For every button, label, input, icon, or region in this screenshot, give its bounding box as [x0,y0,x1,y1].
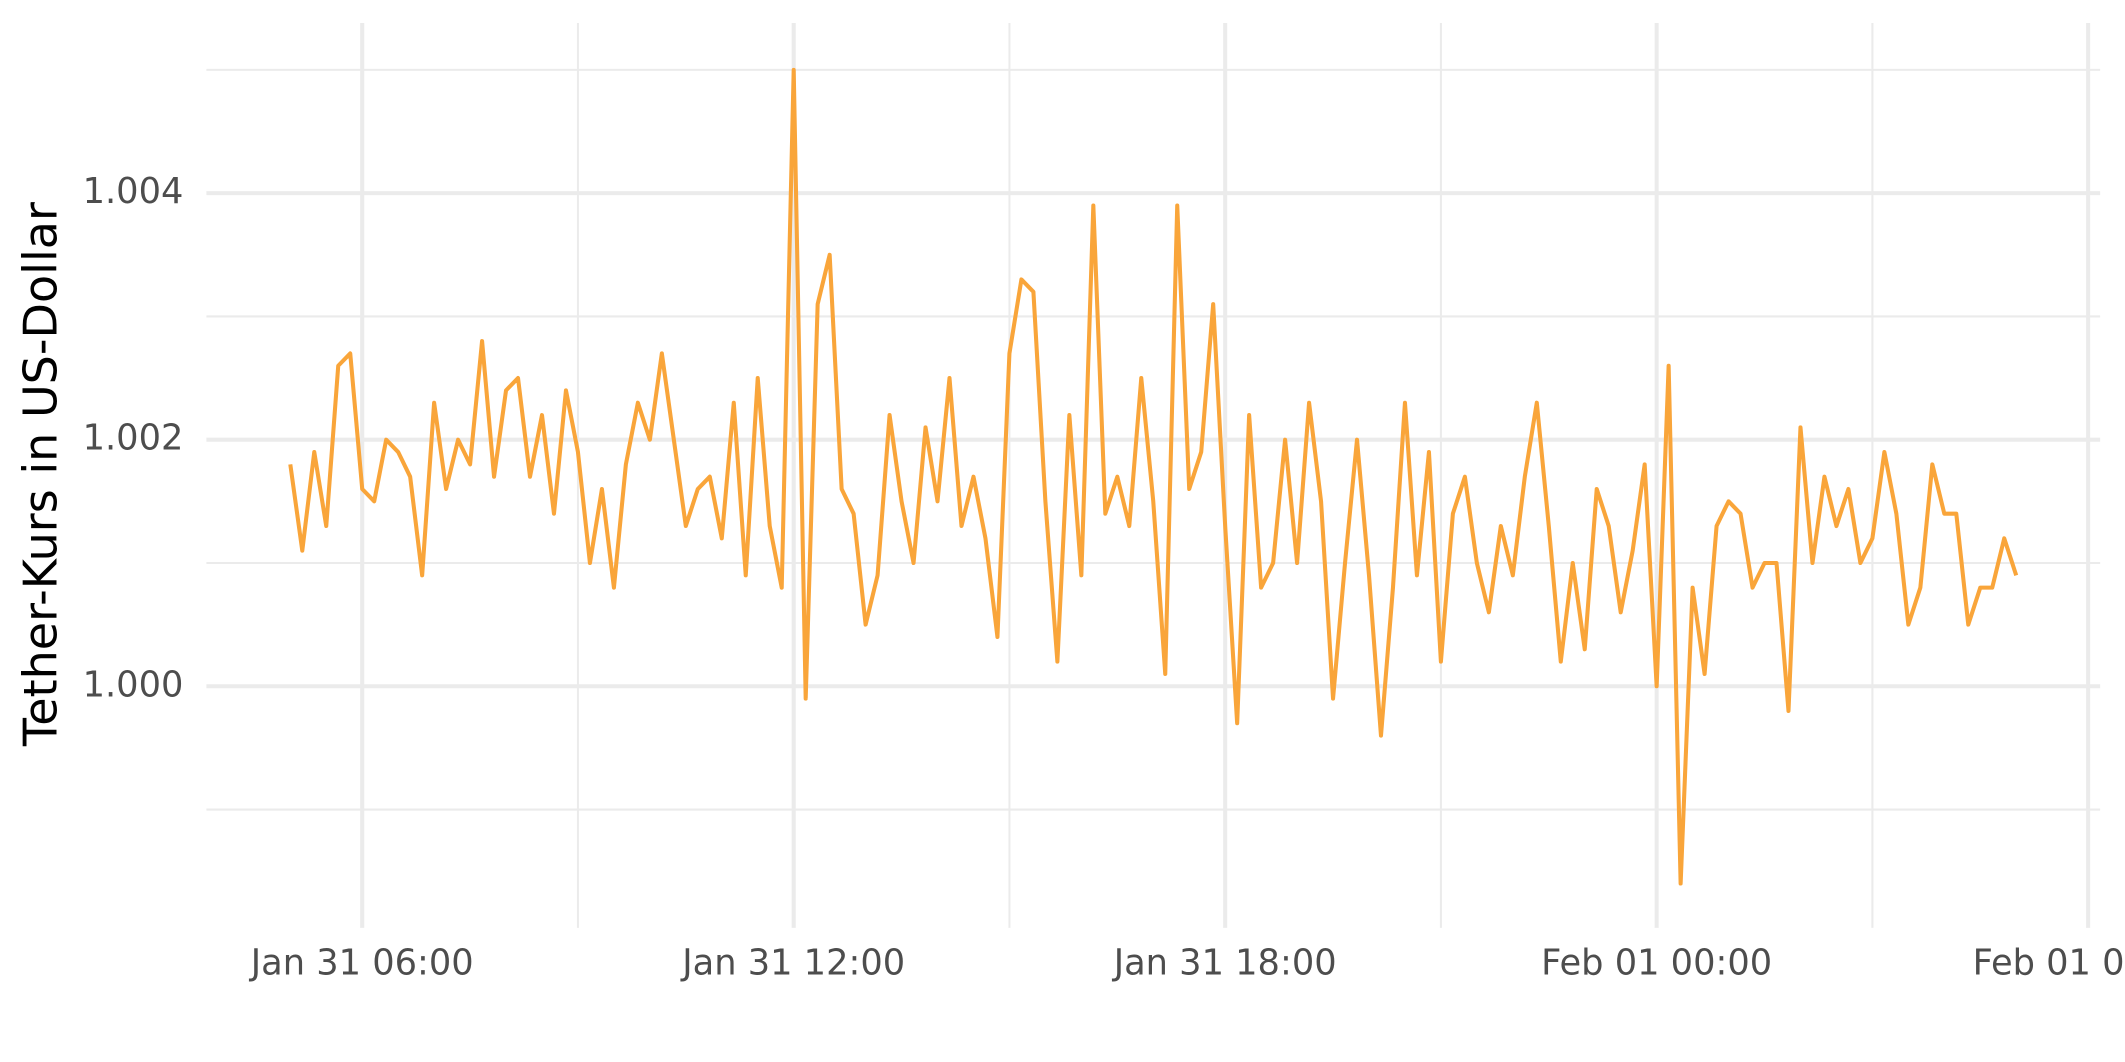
x-tick-label: Jan 31 06:00 [249,942,474,983]
x-tick-label: Jan 31 18:00 [1112,942,1337,983]
y-tick-label: 1.000 [83,664,184,705]
x-tick-label: Feb 01 00:00 [1541,942,1772,983]
y-tick-label: 1.002 [83,418,184,459]
grid [206,23,2101,928]
x-tick-label: Jan 31 12:00 [680,942,905,983]
y-tick-label: 1.004 [83,171,184,212]
y-axis-title: Tether-Kurs in US-Dollar [13,202,67,747]
data-line [288,67,2019,886]
x-tick-label: Feb 01 06:00 [1973,942,2125,983]
